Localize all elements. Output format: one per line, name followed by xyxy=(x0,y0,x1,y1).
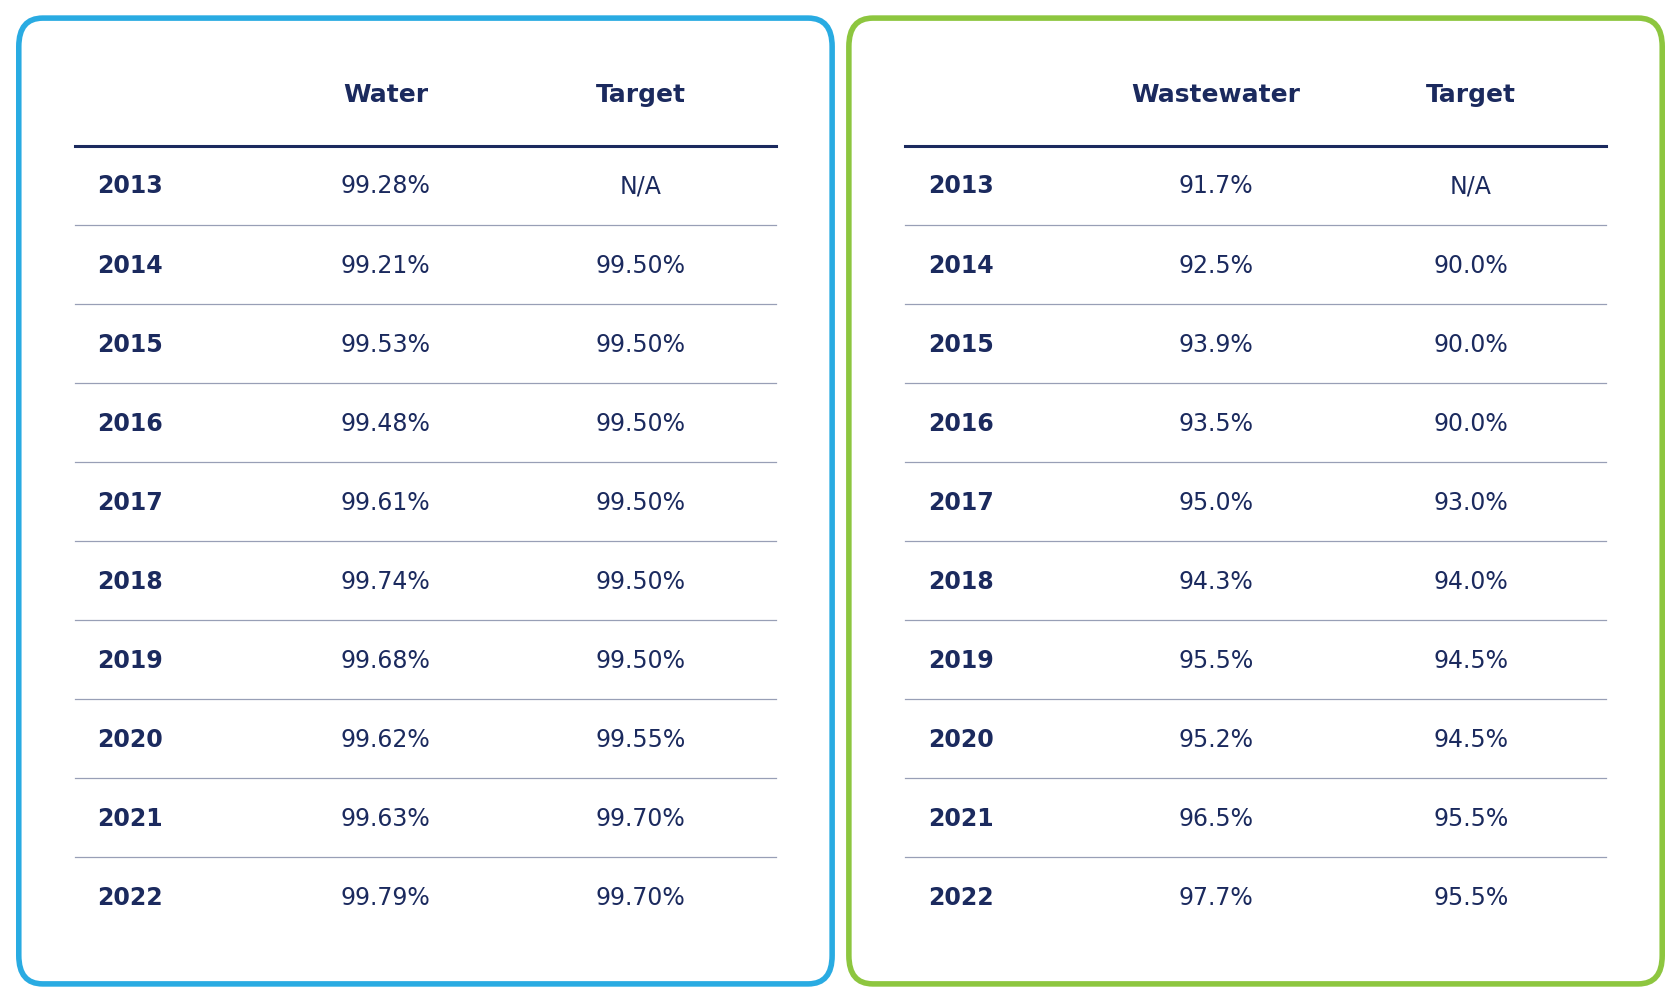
Text: 95.5%: 95.5% xyxy=(1178,648,1253,672)
Text: 99.53%: 99.53% xyxy=(341,332,430,356)
Text: 99.21%: 99.21% xyxy=(341,254,430,277)
FancyBboxPatch shape xyxy=(18,19,832,984)
Text: 2015: 2015 xyxy=(97,332,163,356)
Text: 94.3%: 94.3% xyxy=(1178,570,1252,593)
Text: 2014: 2014 xyxy=(927,254,993,277)
Text: 99.62%: 99.62% xyxy=(341,727,430,751)
Text: N/A: N/A xyxy=(1450,175,1490,199)
Text: 93.0%: 93.0% xyxy=(1433,490,1507,515)
Text: 96.5%: 96.5% xyxy=(1178,806,1252,830)
Text: 95.5%: 95.5% xyxy=(1433,806,1507,830)
Text: 99.63%: 99.63% xyxy=(341,806,430,830)
Text: 94.5%: 94.5% xyxy=(1433,648,1507,672)
Text: 99.79%: 99.79% xyxy=(341,885,430,909)
Text: 2015: 2015 xyxy=(927,332,993,356)
Text: 2021: 2021 xyxy=(927,806,993,830)
Text: 90.0%: 90.0% xyxy=(1433,254,1507,277)
Text: 92.5%: 92.5% xyxy=(1178,254,1252,277)
Text: 2019: 2019 xyxy=(927,648,993,672)
Text: Water: Water xyxy=(343,83,428,106)
Text: 99.61%: 99.61% xyxy=(341,490,430,515)
Text: 99.70%: 99.70% xyxy=(595,885,685,909)
Text: 90.0%: 90.0% xyxy=(1433,411,1507,435)
Text: 99.28%: 99.28% xyxy=(341,175,430,199)
Text: N/A: N/A xyxy=(620,175,662,199)
Text: 95.5%: 95.5% xyxy=(1433,885,1507,909)
Text: Target: Target xyxy=(1425,83,1515,106)
Text: 2016: 2016 xyxy=(97,411,163,435)
Text: 2022: 2022 xyxy=(97,885,163,909)
Text: 99.50%: 99.50% xyxy=(595,254,685,277)
Text: Wastewater: Wastewater xyxy=(1131,83,1299,106)
Text: 99.50%: 99.50% xyxy=(595,490,685,515)
Text: 2019: 2019 xyxy=(97,648,163,672)
Text: Target: Target xyxy=(595,83,685,106)
Text: 99.50%: 99.50% xyxy=(595,570,685,593)
Text: 97.7%: 97.7% xyxy=(1178,885,1252,909)
Text: 2020: 2020 xyxy=(97,727,163,751)
Text: 2018: 2018 xyxy=(927,570,993,593)
Text: 2018: 2018 xyxy=(97,570,163,593)
Text: 2021: 2021 xyxy=(97,806,163,830)
Text: 99.50%: 99.50% xyxy=(595,648,685,672)
Text: 2013: 2013 xyxy=(927,175,993,199)
Text: 2017: 2017 xyxy=(97,490,163,515)
Text: 2022: 2022 xyxy=(927,885,993,909)
Text: 2016: 2016 xyxy=(927,411,993,435)
Text: 2020: 2020 xyxy=(927,727,993,751)
Text: 99.68%: 99.68% xyxy=(341,648,430,672)
Text: 91.7%: 91.7% xyxy=(1178,175,1252,199)
Text: 2017: 2017 xyxy=(927,490,993,515)
Text: 99.50%: 99.50% xyxy=(595,411,685,435)
Text: 2014: 2014 xyxy=(97,254,163,277)
Text: 93.9%: 93.9% xyxy=(1178,332,1252,356)
Text: 99.70%: 99.70% xyxy=(595,806,685,830)
Text: 94.0%: 94.0% xyxy=(1433,570,1507,593)
Text: 99.55%: 99.55% xyxy=(595,727,685,751)
Text: 99.50%: 99.50% xyxy=(595,332,685,356)
FancyBboxPatch shape xyxy=(848,19,1662,984)
Text: 2013: 2013 xyxy=(97,175,163,199)
Text: 95.2%: 95.2% xyxy=(1178,727,1252,751)
Text: 90.0%: 90.0% xyxy=(1433,332,1507,356)
Text: 99.74%: 99.74% xyxy=(341,570,430,593)
Text: 99.48%: 99.48% xyxy=(341,411,430,435)
Text: 94.5%: 94.5% xyxy=(1433,727,1507,751)
Text: 93.5%: 93.5% xyxy=(1178,411,1252,435)
Text: 95.0%: 95.0% xyxy=(1178,490,1252,515)
